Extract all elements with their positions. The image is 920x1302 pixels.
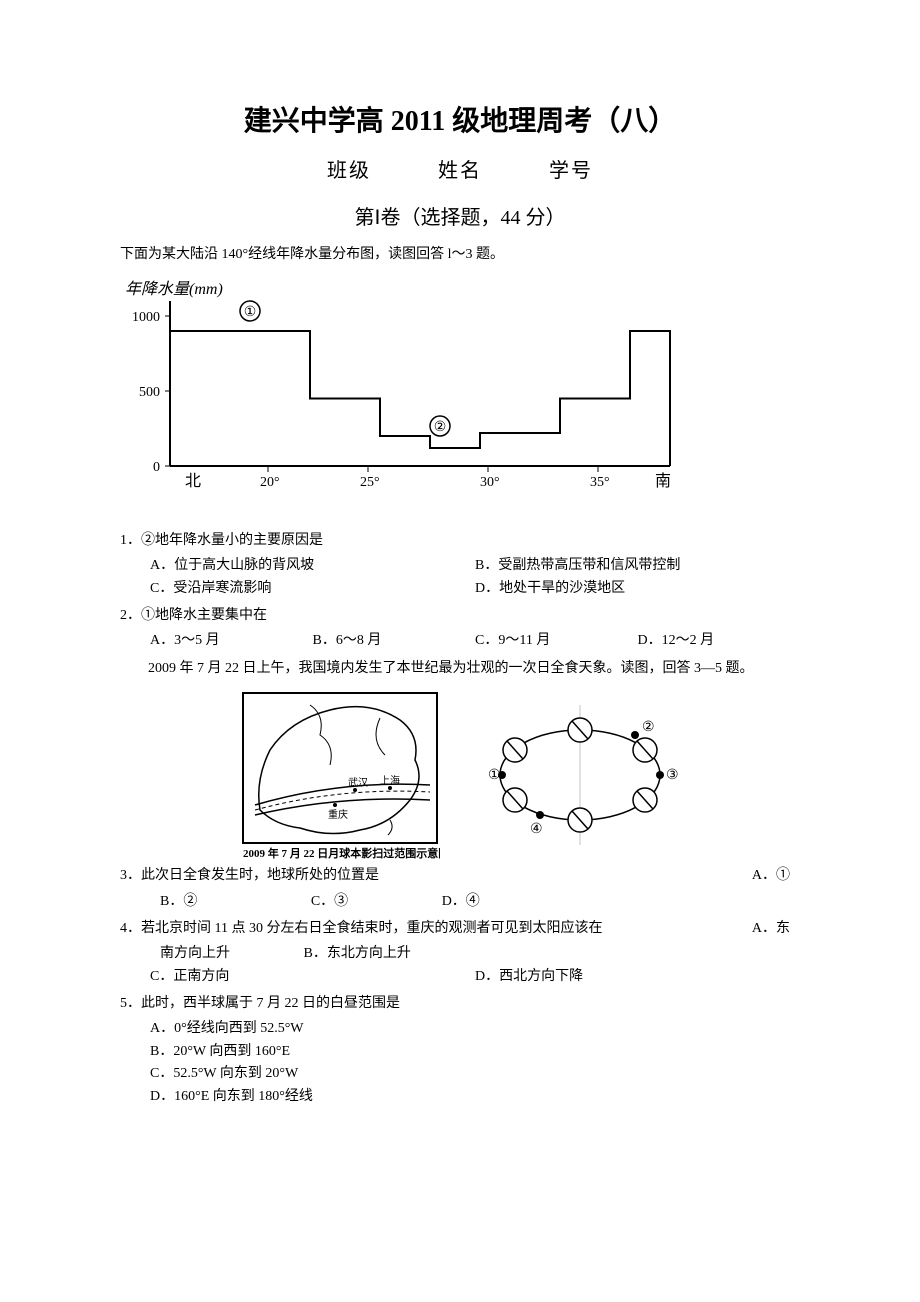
q4-text: 4．若北京时间 11 点 30 分左右日全食结束时，重庆的观测者可见到太阳应该在 (120, 918, 602, 940)
marker-1: ① (244, 305, 257, 320)
figure-row: 武汉 上海 重庆 2009 年 7 月 22 日月球本影扫过范围示意图 ① ② … (120, 690, 800, 860)
q5-opt-a: A．0°经线向西到 52.5°W (150, 1018, 800, 1040)
xtick-25: 25° (360, 475, 380, 490)
q4-opt-b: B．东北方向上升 (304, 943, 411, 965)
x-north: 北 (185, 472, 201, 490)
intro-text-1: 下面为某大陆沿 140°经线年降水量分布图，读图回答 l～3 题。 (120, 244, 800, 266)
q1-opt-d: D．地处干旱的沙漠地区 (475, 578, 800, 600)
y-axis-label: 年降水量(mm) (125, 280, 223, 298)
xtick-30: 30° (480, 475, 500, 490)
orbit-1: ① (488, 768, 501, 783)
q2-opt-a: A．3～5 月 (150, 630, 313, 652)
orbit-2: ② (642, 720, 655, 735)
q4-opt-c: C．正南方向 (150, 966, 475, 988)
q4-opt-d: D．西北方向下降 (475, 966, 800, 988)
question-2: 2．①地降水主要集中在 A．3～5 月 B．6～8 月 C．9～11 月 D．1… (120, 605, 800, 653)
orbit-3: ③ (666, 768, 679, 783)
section-heading: 第Ⅰ卷（选择题，44 分） (120, 202, 800, 234)
precipitation-chart: 年降水量(mm) 0 500 1000 北 20° 25° 30° 35° 南 … (120, 276, 800, 515)
q2-text: 2．①地降水主要集中在 (120, 605, 800, 627)
q1-opt-b: B．受副热带高压带和信风带控制 (475, 555, 800, 577)
orbit-diagram-icon: ① ② ③ ④ (480, 705, 680, 845)
q5-opt-c: C．52.5°W 向东到 20°W (150, 1063, 800, 1085)
xtick-20: 20° (260, 475, 280, 490)
step-line (170, 331, 670, 466)
orbit-4: ④ (530, 822, 543, 837)
id-label: 学号 (549, 155, 593, 187)
q5-opt-d: D．160°E 向东到 180°经线 (150, 1086, 800, 1108)
marker-2: ② (434, 420, 447, 435)
student-info-row: 班级 姓名 学号 (120, 155, 800, 187)
question-3: 3．此次日全食发生时，地球所处的位置是 A．① B．② C．③ D．④ (120, 865, 800, 913)
q5-text: 5．此时，西半球属于 7 月 22 日的白昼范围是 (120, 993, 800, 1015)
q3-opt-d: D．④ (442, 891, 480, 913)
q1-opt-a: A．位于高大山脉的背风坡 (150, 555, 475, 577)
q3-opt-c: C．③ (311, 891, 348, 913)
name-label: 姓名 (438, 155, 482, 187)
q3-text: 3．此次日全食发生时，地球所处的位置是 (120, 865, 379, 887)
question-5: 5．此时，西半球属于 7 月 22 日的白昼范围是 A．0°经线向西到 52.5… (120, 993, 800, 1108)
q3-opt-a: A．① (752, 865, 800, 890)
q2-opt-c: C．9～11 月 (475, 630, 638, 652)
page-title: 建兴中学高 2011 级地理周考（八） (120, 100, 800, 145)
figure-caption: 2009 年 7 月 22 日月球本影扫过范围示意图 (243, 846, 440, 860)
china-map-icon: 武汉 上海 重庆 2009 年 7 月 22 日月球本影扫过范围示意图 (240, 690, 440, 860)
q2-opt-d: D．12～2 月 (638, 630, 801, 652)
map-chongqing: 重庆 (328, 808, 348, 821)
q2-opt-b: B．6～8 月 (313, 630, 476, 652)
class-label: 班级 (327, 155, 371, 187)
question-1: 1．②地年降水量小的主要原因是 A．位于高大山脉的背风坡 B．受副热带高压带和信… (120, 530, 800, 600)
intro-text-2: 2009 年 7 月 22 日上午，我国境内发生了本世纪最为壮观的一次日全食天象… (120, 658, 800, 680)
q4-opt-a-prefix: A．东 (752, 918, 800, 943)
map-shanghai: 上海 (380, 774, 400, 787)
map-wuhan: 武汉 (348, 776, 368, 789)
x-south: 南 (655, 472, 671, 490)
q1-text: 1．②地年降水量小的主要原因是 (120, 530, 800, 552)
q5-opt-b: B．20°W 向西到 160°E (150, 1041, 800, 1063)
q4-opt-a-suffix: 南方向上升 (160, 943, 230, 965)
ytick-1000: 1000 (132, 310, 160, 325)
q1-opt-c: C．受沿岸寒流影响 (150, 578, 475, 600)
ytick-0: 0 (153, 460, 160, 475)
ytick-500: 500 (139, 385, 160, 400)
question-4: 4．若北京时间 11 点 30 分左右日全食结束时，重庆的观测者可见到太阳应该在… (120, 918, 800, 988)
q3-opt-b: B．② (160, 891, 197, 913)
xtick-35: 35° (590, 475, 610, 490)
